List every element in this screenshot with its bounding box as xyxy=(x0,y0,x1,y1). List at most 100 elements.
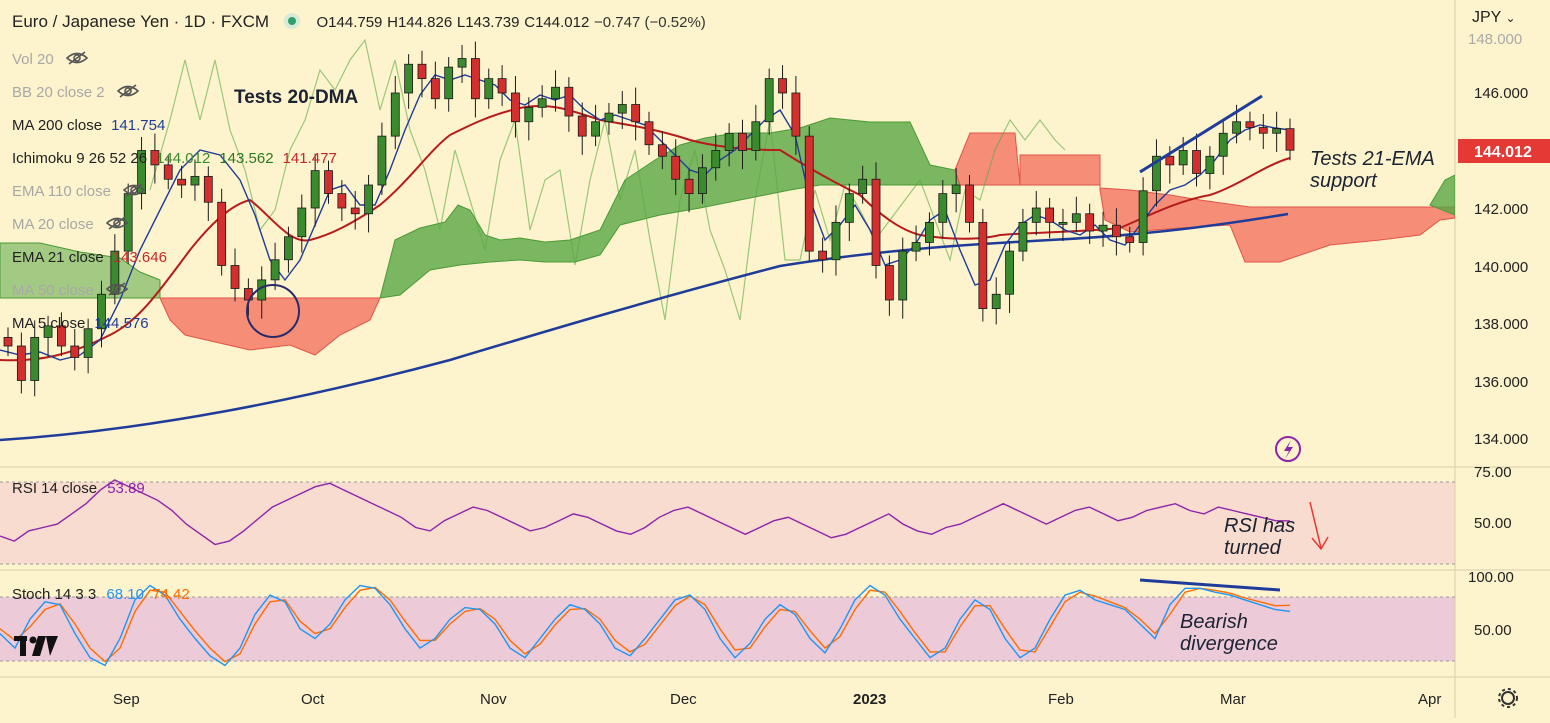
indicator-row-ema-110-close[interactable]: EMA 110 close xyxy=(4,175,345,208)
time-label: Apr xyxy=(1418,691,1441,708)
candle-body xyxy=(217,201,227,266)
price-tick: 146.000 xyxy=(1474,85,1528,102)
eye-hidden-icon[interactable] xyxy=(116,77,139,110)
candle-body xyxy=(591,121,600,137)
cloud-bear-top xyxy=(954,132,1021,186)
ohlc-change: −0.747 (−0.52%) xyxy=(594,14,706,31)
logo-dot xyxy=(29,636,37,644)
indicator-label: MA 5 close xyxy=(12,315,86,332)
currency-selector[interactable]: JPY ⌄ xyxy=(1472,9,1516,27)
indicator-label: MA 20 close xyxy=(12,216,94,233)
symbol-title[interactable]: Euro / Japanese Yen · 1D · FXCM xyxy=(12,12,270,31)
rsi-arrow-shaft xyxy=(1309,501,1322,549)
candle-body xyxy=(390,92,400,137)
candle-body xyxy=(484,78,494,100)
candle-body xyxy=(925,221,934,243)
candle-body xyxy=(1045,207,1055,223)
cloud-bull-right xyxy=(1429,174,1455,216)
eye-hidden-icon[interactable] xyxy=(122,176,146,209)
candle-body xyxy=(511,92,520,123)
candle-body xyxy=(270,259,280,281)
candle-body xyxy=(1071,213,1081,223)
rsi-value: 53.89 xyxy=(107,480,145,497)
indicator-row-vol-20[interactable]: Vol 20 xyxy=(4,43,345,76)
candle-body xyxy=(230,265,240,289)
candle-body xyxy=(137,150,146,195)
currency-label: JPY xyxy=(1472,9,1502,26)
rsi-line xyxy=(0,479,1291,546)
indicator-value: 141.754 xyxy=(111,117,166,134)
eye-hidden-icon[interactable] xyxy=(105,209,128,242)
indicator-value: 143.562 xyxy=(219,150,274,167)
indicator-label: EMA 110 close xyxy=(12,183,111,200)
candle-body xyxy=(831,221,841,261)
time-label: Feb xyxy=(1048,691,1074,708)
candle-body xyxy=(1152,155,1161,192)
candle-body xyxy=(818,250,828,261)
candle-body xyxy=(1258,127,1268,134)
price-tick: 138.000 xyxy=(1474,316,1528,333)
indicator-label: MA 50 close xyxy=(12,282,94,299)
candle-body xyxy=(110,250,120,295)
logo-triangle xyxy=(46,636,58,656)
stoch-k-line xyxy=(0,584,1291,667)
eye-hidden-icon[interactable] xyxy=(65,44,88,77)
stoch-tick-50: 50.00 xyxy=(1474,622,1512,639)
candle-body xyxy=(43,325,53,338)
candle-body xyxy=(297,207,307,238)
stoch-pane: Bearish divergence xyxy=(0,578,1291,667)
candle-body xyxy=(70,345,80,358)
indicator-label: MA 200 close xyxy=(12,117,103,134)
eye-hidden-icon[interactable] xyxy=(105,275,128,308)
candle-body xyxy=(324,170,333,195)
candle-body xyxy=(938,193,948,223)
candle-body xyxy=(16,345,26,381)
rsi-label: RSI 14 close xyxy=(12,480,98,497)
price-tick: 140.000 xyxy=(1474,259,1528,276)
indicator-row-ma-5-close[interactable]: MA 5 close 144.576 xyxy=(4,307,345,340)
indicator-row-ma-200-close[interactable]: MA 200 close 141.754 xyxy=(4,109,345,142)
candle-body xyxy=(1178,150,1188,166)
indicator-row-bb-20-close-2[interactable]: BB 20 close 2 xyxy=(4,76,345,109)
indicator-row-ma-20-close[interactable]: MA 20 close xyxy=(4,208,345,241)
candle-body xyxy=(1232,121,1241,134)
price-axis[interactable]: 148.000 146.000 142.000 140.000 138.000 … xyxy=(1458,31,1550,639)
stoch-tick-100: 100.00 xyxy=(1468,569,1514,586)
rising-trendline xyxy=(1139,94,1263,174)
candle-body xyxy=(350,207,360,215)
last-price-label: 144.012 xyxy=(1474,144,1532,161)
annotation-bearish: Bearish xyxy=(1180,611,1248,633)
candle-body xyxy=(644,121,654,146)
indicator-row-ichimoku-9-26-52-26[interactable]: Ichimoku 9 26 52 26 144.012 143.562 141.477 xyxy=(4,142,345,175)
candle-body xyxy=(470,58,480,100)
lightning-icon[interactable] xyxy=(1275,436,1301,462)
ohlc-close: C144.012 xyxy=(524,14,590,31)
indicator-value: 144.576 xyxy=(94,315,149,332)
gear-icon-ring xyxy=(1501,691,1515,705)
rsi-down-arrow-icon xyxy=(1309,501,1329,551)
rsi-legend: RSI 14 close 53.89 xyxy=(12,480,145,497)
indicator-row-ma-50-close[interactable]: MA 50 close xyxy=(4,274,345,307)
price-tick: 136.000 xyxy=(1474,374,1528,391)
candle-body xyxy=(57,325,66,347)
tradingview-logo xyxy=(14,636,58,656)
candle-body xyxy=(457,58,467,68)
candle-body xyxy=(617,104,627,114)
candle-body xyxy=(310,170,320,209)
candle-body xyxy=(337,193,347,209)
indicator-label: Ichimoku 9 26 52 26 xyxy=(12,150,148,167)
gear-icon[interactable] xyxy=(1498,688,1518,708)
candle-body xyxy=(564,86,574,117)
candle-body xyxy=(1058,221,1068,225)
candle-body xyxy=(1205,155,1215,174)
gear-icon-teeth xyxy=(1498,688,1518,708)
candle-body xyxy=(1018,221,1028,252)
indicator-row-ema-21-close[interactable]: EMA 21 close 143.646 xyxy=(4,241,345,274)
candle-body xyxy=(684,178,694,195)
candle-body xyxy=(284,236,293,261)
time-axis[interactable]: Sep Oct Nov Dec 2023 Feb Mar Apr xyxy=(113,691,1441,708)
stoch-legend: Stoch 14 3 3 68.10 74.42 xyxy=(12,586,190,603)
candle-body xyxy=(1285,128,1295,151)
